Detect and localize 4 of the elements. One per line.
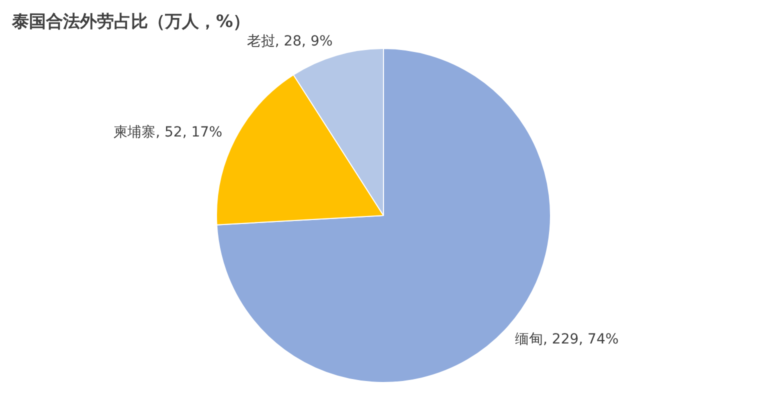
slice-label: 老挝, 28, 9% bbox=[246, 33, 333, 50]
slice-label: 缅甸, 229, 74% bbox=[515, 332, 619, 348]
chart-title: 泰国合法外劳占比（万人，%） bbox=[12, 11, 250, 33]
slice-label: 柬埔寨, 52, 17% bbox=[114, 124, 222, 141]
